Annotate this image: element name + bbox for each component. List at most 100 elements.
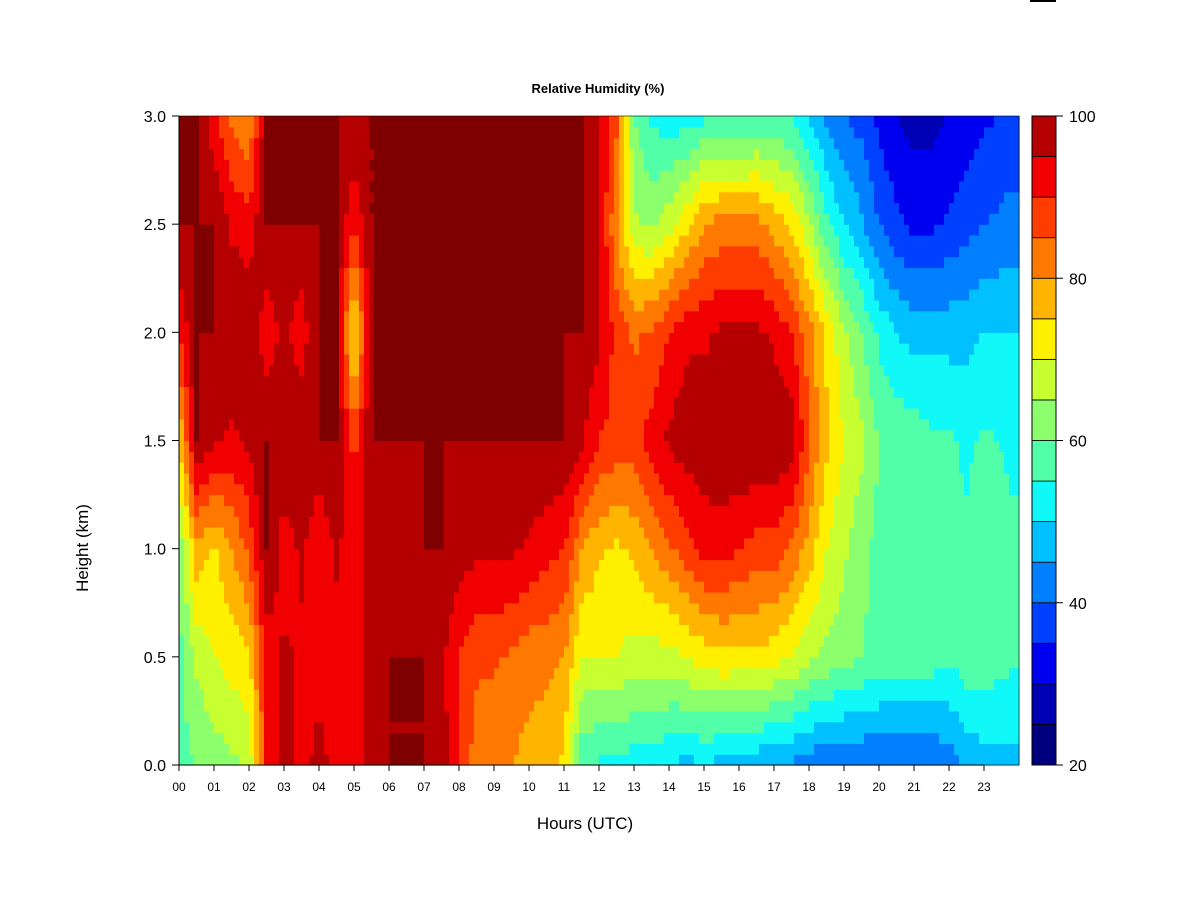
heatmap-cell xyxy=(559,613,565,625)
heatmap-cell xyxy=(374,624,380,636)
heatmap-cell xyxy=(839,591,845,604)
heatmap-cell xyxy=(769,440,775,452)
heatmap-cell xyxy=(439,754,445,766)
heatmap-cell xyxy=(959,527,965,539)
heatmap-cell xyxy=(569,710,575,723)
heatmap-cell xyxy=(624,743,630,755)
heatmap-cell xyxy=(769,721,775,734)
heatmap-cell xyxy=(689,710,695,723)
heatmap-cell xyxy=(309,743,315,755)
heatmap-cell xyxy=(889,700,895,712)
heatmap-cell xyxy=(894,667,900,680)
heatmap-cell xyxy=(444,646,450,658)
heatmap-cell xyxy=(714,516,720,528)
heatmap-cell xyxy=(994,667,1000,680)
heatmap-cell xyxy=(679,624,685,636)
heatmap-cell xyxy=(654,743,660,755)
heatmap-cell xyxy=(224,635,230,647)
heatmap-cell xyxy=(949,678,955,690)
heatmap-cell xyxy=(219,581,225,593)
heatmap-cell xyxy=(989,494,995,506)
heatmap-cell xyxy=(654,754,660,766)
heatmap-cell xyxy=(614,527,620,539)
heatmap-cell xyxy=(509,462,515,474)
heatmap-cell xyxy=(784,700,790,712)
heatmap-cell xyxy=(659,710,665,723)
heatmap-cell xyxy=(439,656,445,669)
heatmap-cell xyxy=(229,743,235,755)
heatmap-cell xyxy=(429,710,435,723)
heatmap-cell xyxy=(299,581,305,593)
heatmap-cell xyxy=(1004,527,1010,539)
heatmap-cell xyxy=(259,700,265,712)
heatmap-cell xyxy=(554,678,560,690)
heatmap-cell xyxy=(529,624,535,636)
heatmap-cell xyxy=(664,527,670,539)
heatmap-cell xyxy=(839,656,845,669)
heatmap-cell xyxy=(589,667,595,680)
heatmap-cell xyxy=(309,635,315,647)
heatmap-cell xyxy=(349,516,355,528)
heatmap-cell xyxy=(189,570,195,582)
heatmap-cell xyxy=(869,451,875,463)
heatmap-cell xyxy=(274,472,280,485)
heatmap-cell xyxy=(869,689,875,701)
heatmap-cell xyxy=(274,732,280,744)
heatmap-cell xyxy=(694,689,700,701)
heatmap-cell xyxy=(304,678,310,690)
heatmap-cell xyxy=(449,646,455,658)
heatmap-cell xyxy=(964,483,970,496)
heatmap-cell xyxy=(874,635,880,647)
heatmap-cell xyxy=(809,570,815,582)
heatmap-cell xyxy=(364,527,370,539)
heatmap-cell xyxy=(859,678,865,690)
heatmap-cell xyxy=(534,721,540,734)
heatmap-cell xyxy=(229,516,235,528)
heatmap-cell xyxy=(574,624,580,636)
heatmap-cell xyxy=(979,678,985,690)
heatmap-cell xyxy=(679,613,685,625)
heatmap-cell xyxy=(399,462,405,474)
heatmap-cell xyxy=(584,667,590,680)
heatmap-cell xyxy=(384,602,390,615)
heatmap-cell xyxy=(224,516,230,528)
heatmap-cell xyxy=(584,516,590,528)
heatmap-cell xyxy=(464,613,470,625)
heatmap-cell xyxy=(679,646,685,658)
heatmap-cell xyxy=(734,754,740,766)
heatmap-cell xyxy=(229,689,235,701)
heatmap-cell xyxy=(339,451,345,463)
heatmap-cell xyxy=(644,505,650,517)
heatmap-cell xyxy=(859,494,865,506)
heatmap-cell xyxy=(324,656,330,669)
heatmap-cell xyxy=(204,624,210,636)
heatmap-cell xyxy=(319,754,325,766)
heatmap-cell xyxy=(614,494,620,506)
heatmap-cell xyxy=(684,700,690,712)
heatmap-cell xyxy=(789,656,795,669)
heatmap-cell xyxy=(484,678,490,690)
heatmap-cell xyxy=(229,591,235,604)
heatmap-cell xyxy=(669,516,675,528)
heatmap-cell xyxy=(729,754,735,766)
heatmap-cell xyxy=(644,451,650,463)
heatmap-cell xyxy=(679,678,685,690)
heatmap-cell xyxy=(989,721,995,734)
heatmap-cell xyxy=(974,559,980,571)
heatmap-cell xyxy=(429,678,435,690)
heatmap-cell xyxy=(549,667,555,680)
heatmap-cell xyxy=(194,602,200,615)
heatmap-cell xyxy=(619,613,625,625)
heatmap-cell xyxy=(294,483,300,496)
heatmap-cell xyxy=(489,710,495,723)
heatmap-cell xyxy=(689,602,695,615)
heatmap-cell xyxy=(839,700,845,712)
heatmap-cell xyxy=(329,494,335,506)
heatmap-cell xyxy=(624,570,630,582)
heatmap-cell xyxy=(754,559,760,571)
heatmap-cell xyxy=(519,440,525,452)
heatmap-cell xyxy=(614,440,620,452)
heatmap-cell xyxy=(599,548,605,561)
heatmap-cell xyxy=(959,602,965,615)
heatmap-cell xyxy=(439,537,445,550)
